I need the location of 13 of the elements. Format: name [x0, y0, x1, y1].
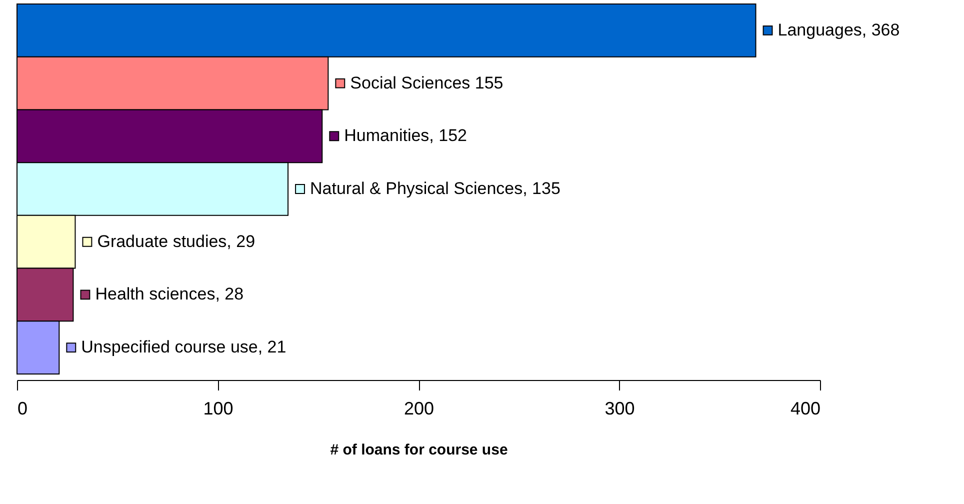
x-tick-label: 300: [604, 398, 635, 418]
data-label: Languages, 368: [778, 20, 900, 40]
x-tick-label: 0: [18, 398, 28, 418]
x-tick-label: 400: [790, 398, 820, 418]
data-label: Health sciences, 28: [95, 284, 244, 304]
x-axis-title: # of loans for course use: [330, 442, 508, 458]
data-label: Natural & Physical Sciences, 135: [310, 179, 560, 198]
data-label: Humanities, 152: [344, 126, 467, 146]
data-label: Graduate studies, 29: [97, 232, 256, 251]
x-tick-label: 200: [404, 398, 434, 418]
data-label: Unspecified course use, 21: [81, 338, 286, 357]
x-tick-label: 100: [203, 398, 234, 418]
data-label: Social Sciences 155: [350, 73, 504, 92]
